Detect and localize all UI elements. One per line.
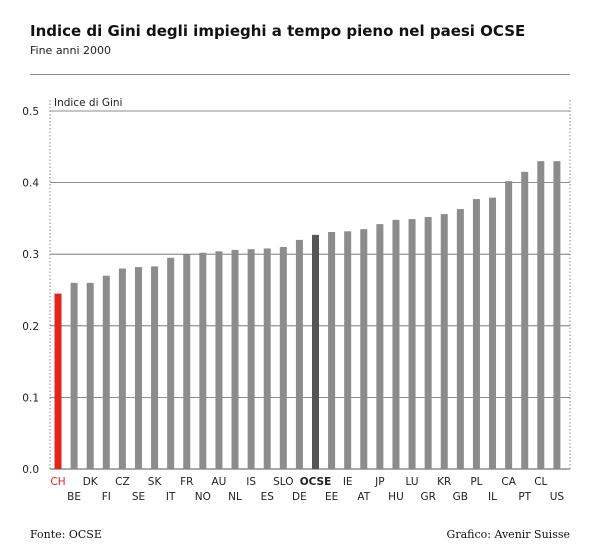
x-tick-label: BE (67, 491, 81, 503)
bar-ocse (312, 234, 319, 469)
y-tick-label: 0.5 (22, 106, 39, 118)
bar-gb (456, 209, 464, 470)
bar-cz (118, 268, 126, 469)
bar-ee (328, 232, 336, 469)
bar-is (247, 249, 255, 469)
x-tick-label: US (550, 491, 565, 503)
chart-subtitle: Fine anni 2000 (30, 44, 112, 57)
y-tick-label: 0.1 (22, 392, 39, 404)
bar-es (263, 248, 271, 469)
bar-pl (472, 199, 480, 469)
x-tick-label: IL (488, 491, 497, 503)
title-rule (30, 74, 570, 75)
bar-slo (279, 247, 287, 469)
source-note: Fonte: OCSE (30, 528, 102, 541)
y-tick-label: 0.2 (22, 321, 39, 333)
bar-il (489, 197, 497, 470)
x-tick-label: OCSE (300, 476, 332, 488)
x-tick-label: LU (406, 476, 419, 488)
x-tick-label: CH (50, 476, 65, 488)
bar-kr (440, 214, 448, 469)
bar-jp (376, 224, 384, 469)
x-tick-label: DK (83, 476, 99, 488)
x-tick-label: CA (501, 476, 516, 488)
bar-cl (537, 161, 545, 469)
bar-fr (183, 254, 191, 469)
x-tick-label: KR (437, 476, 451, 488)
x-tick-label: EE (325, 491, 338, 503)
x-tick-label: FI (102, 491, 111, 503)
y-tick-label: 0.4 (22, 178, 39, 190)
x-tick-label: IT (166, 491, 176, 503)
bar-ie (344, 231, 352, 469)
x-tick-label: NL (228, 491, 242, 503)
x-tick-label: SLO (273, 476, 293, 488)
bar-ca (505, 181, 513, 469)
x-tick-label: SK (148, 476, 163, 488)
x-tick-label: PL (470, 476, 482, 488)
x-tick-label: JP (374, 476, 384, 488)
bar-pt (521, 171, 529, 470)
chart-title: Indice di Gini degli impieghi a tempo pi… (30, 22, 526, 40)
bar-be (70, 282, 78, 469)
y-axis-label: Indice di Gini (54, 97, 122, 109)
y-tick-label: 0.0 (22, 464, 39, 476)
bar-de (295, 239, 303, 469)
bar-fi (102, 275, 110, 469)
bar-hu (392, 219, 400, 469)
x-tick-label: AU (212, 476, 227, 488)
x-tick-label: NO (195, 491, 211, 503)
bar-it (167, 257, 175, 469)
x-tick-label: CL (534, 476, 547, 488)
x-tick-label: GB (453, 491, 468, 503)
bar-se (134, 267, 142, 469)
x-tick-label: GR (420, 491, 435, 503)
x-tick-label: AT (357, 491, 370, 503)
x-tick-label: IE (343, 476, 353, 488)
y-tick-label: 0.3 (22, 249, 39, 261)
bar-no (199, 252, 207, 469)
x-tick-label: PT (518, 491, 531, 503)
bar-dk (86, 282, 94, 469)
bar-au (215, 251, 223, 469)
bar-ch (54, 293, 62, 469)
x-tick-label: ES (261, 491, 275, 503)
x-tick-label: FR (180, 476, 193, 488)
x-tick-label: CZ (115, 476, 130, 488)
credit-note: Grafico: Avenir Suisse (446, 528, 570, 541)
bar-gr (424, 216, 432, 469)
x-tick-label: SE (132, 491, 145, 503)
bar-nl (231, 249, 239, 469)
bar-lu (408, 219, 416, 469)
bar-sk (151, 266, 159, 469)
x-tick-label: DE (292, 491, 307, 503)
bar-us (553, 161, 561, 469)
x-tick-label: HU (388, 491, 404, 503)
x-tick-label: IS (246, 476, 256, 488)
bar-at (360, 229, 368, 469)
